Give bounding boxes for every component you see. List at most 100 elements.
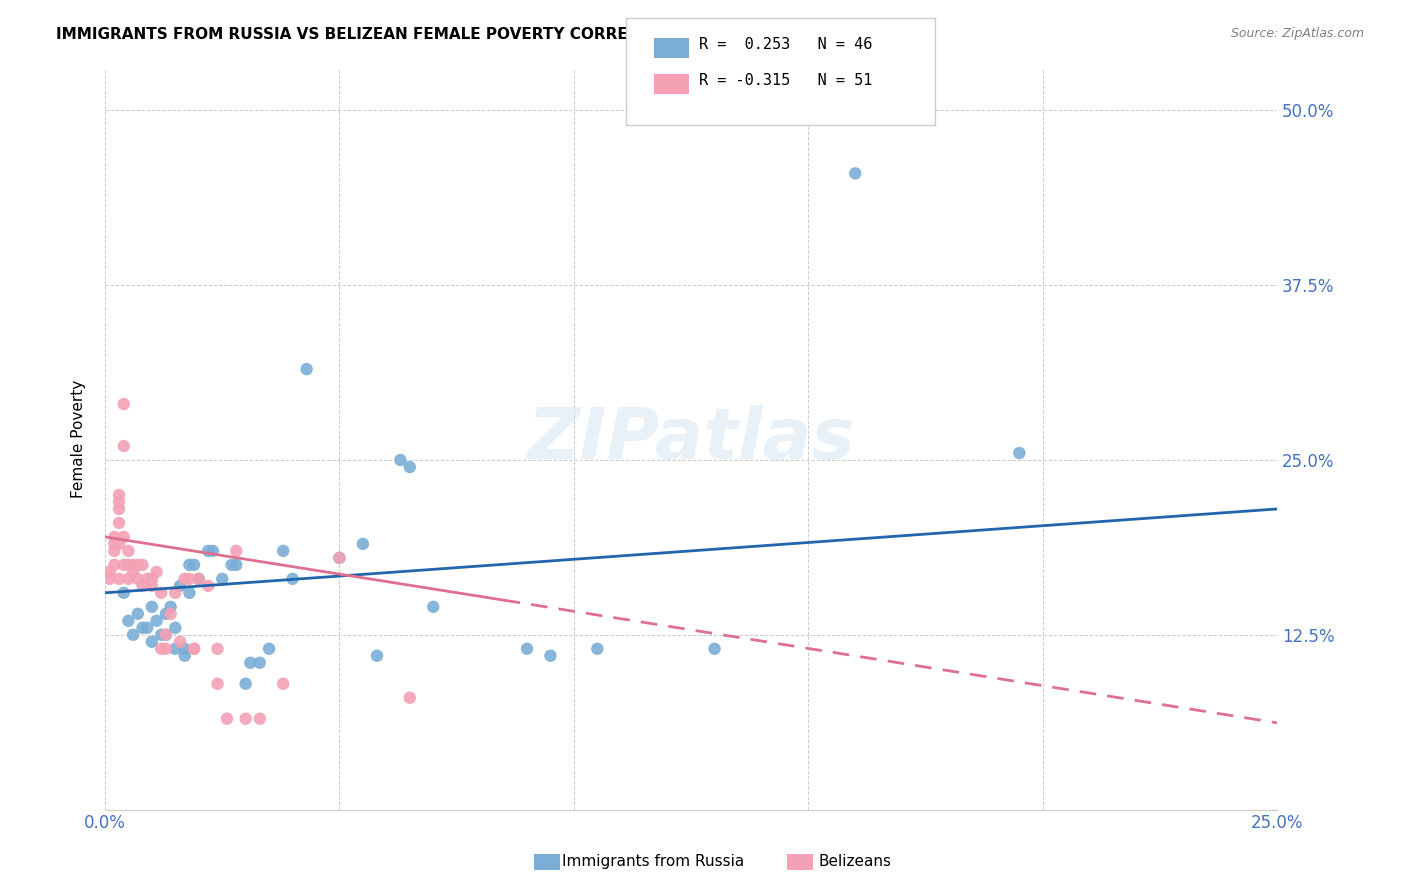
Point (215, 712, 238, 726)
Point (145, 565, 167, 579)
Point (131, 621, 153, 635)
Point (136, 621, 159, 635)
Point (352, 537, 374, 551)
Point (207, 676, 229, 690)
Point (225, 544, 247, 558)
Text: Immigrants from Russia: Immigrants from Russia (562, 855, 745, 869)
Y-axis label: Female Poverty: Female Poverty (72, 380, 86, 498)
Point (117, 614, 139, 628)
Point (366, 648, 388, 663)
Point (150, 628, 173, 642)
Point (150, 641, 173, 656)
Point (112, 397, 135, 411)
Point (197, 544, 219, 558)
Point (159, 607, 181, 621)
Point (108, 572, 131, 586)
Point (131, 558, 153, 572)
Point (207, 641, 229, 656)
Point (122, 558, 145, 572)
Point (586, 641, 609, 656)
Point (117, 572, 139, 586)
Point (173, 641, 195, 656)
Point (389, 453, 412, 467)
Point (122, 565, 145, 579)
Point (141, 572, 163, 586)
Point (328, 550, 350, 565)
Point (112, 439, 135, 453)
Point (221, 558, 243, 572)
Point (169, 634, 191, 648)
Point (155, 628, 177, 642)
Point (197, 579, 219, 593)
Text: ZIPatlas: ZIPatlas (527, 405, 855, 474)
Point (127, 607, 149, 621)
Point (155, 628, 177, 642)
Point (257, 641, 280, 656)
Point (249, 656, 271, 670)
Point (540, 648, 562, 663)
Point (108, 537, 131, 551)
Point (108, 495, 131, 509)
Text: R = -0.315   N = 51: R = -0.315 N = 51 (699, 73, 872, 87)
Point (179, 558, 201, 572)
Point (183, 558, 205, 572)
Point (179, 586, 201, 600)
Point (127, 558, 149, 572)
Point (112, 558, 135, 572)
Point (103, 537, 125, 551)
Point (187, 572, 209, 586)
Point (201, 544, 224, 558)
Point (117, 558, 139, 572)
Point (239, 656, 262, 670)
Point (112, 530, 135, 544)
Point (108, 488, 131, 502)
Point (141, 599, 163, 614)
Point (271, 676, 294, 690)
Point (165, 621, 187, 635)
Point (103, 558, 125, 572)
Point (169, 579, 191, 593)
Point (141, 634, 163, 648)
Point (165, 641, 187, 656)
Point (516, 641, 538, 656)
Point (98, 565, 121, 579)
Point (159, 599, 181, 614)
Point (1008, 446, 1031, 460)
Point (183, 641, 205, 656)
Text: Belizeans: Belizeans (818, 855, 891, 869)
Point (328, 550, 350, 565)
Point (249, 712, 271, 726)
Point (235, 676, 257, 690)
Point (225, 558, 247, 572)
Text: Source: ZipAtlas.com: Source: ZipAtlas.com (1230, 27, 1364, 40)
Point (295, 362, 318, 376)
Point (398, 460, 420, 475)
Point (141, 579, 163, 593)
Point (398, 690, 420, 705)
Point (155, 641, 177, 656)
Point (122, 628, 145, 642)
Point (155, 607, 177, 621)
Point (187, 572, 209, 586)
Point (271, 544, 294, 558)
Point (103, 544, 125, 558)
Point (235, 712, 257, 726)
Point (136, 572, 159, 586)
Point (211, 572, 233, 586)
Point (98, 572, 121, 586)
Point (108, 502, 131, 516)
Point (127, 572, 149, 586)
Point (103, 530, 125, 544)
Text: IMMIGRANTS FROM RUSSIA VS BELIZEAN FEMALE POVERTY CORRELATION CHART: IMMIGRANTS FROM RUSSIA VS BELIZEAN FEMAL… (56, 27, 752, 42)
Point (145, 614, 167, 628)
Point (179, 572, 201, 586)
Point (703, 641, 725, 656)
Point (173, 572, 195, 586)
Point (281, 572, 304, 586)
Point (108, 516, 131, 530)
Point (131, 579, 153, 593)
Text: R =  0.253   N = 46: R = 0.253 N = 46 (699, 37, 872, 52)
Point (112, 586, 135, 600)
Point (173, 648, 195, 663)
Point (117, 544, 139, 558)
